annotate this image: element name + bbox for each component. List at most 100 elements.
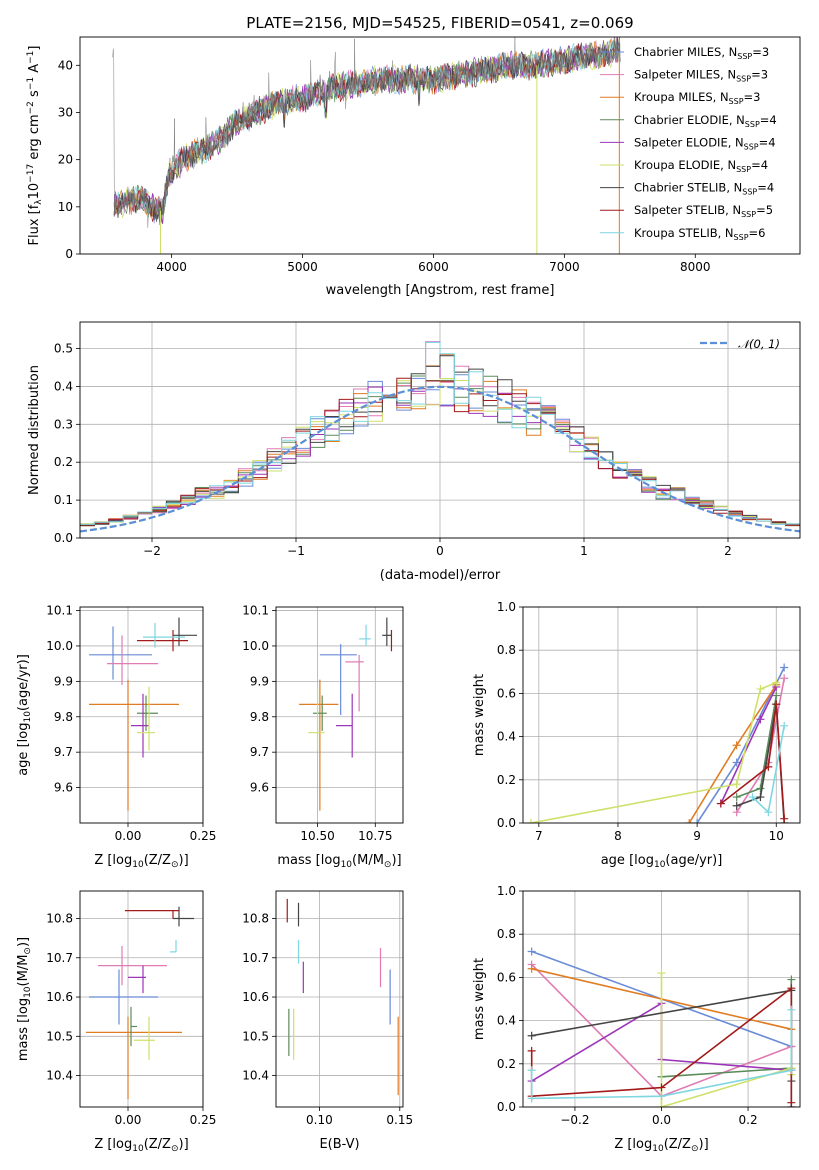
y-tick-label: 0.2 [497,773,516,787]
weight-marker-salpeter-miles [780,674,789,683]
legend-name: Salpeter MILES, N [634,68,736,82]
weight-marker-salpeter-stelib [780,814,789,823]
weight-marker-chabrier-elodie [756,784,765,793]
axes-frame [522,606,801,824]
legend-nssp: =3 [751,68,768,82]
legend-label-chabrier-miles: Chabrier MILES, NSSP=3 [634,45,769,61]
y-axis-label-part: age [log [16,723,31,776]
y-axis-label-part: −1 [26,77,36,90]
errorbar-salpeter-miles [107,635,158,685]
weight-marker-kroupa-stelib [657,1092,666,1101]
legend-nssp: =4 [757,181,774,195]
x-axis-label: Z [log10(Z/Z⊙)] [614,1137,708,1154]
errorbar-kroupa-elodie [134,1016,155,1060]
errorbar-chabrier-elodie [130,1006,137,1047]
legend-name: Kroupa ELODIE, N [634,158,736,172]
axes-frame [79,890,204,1108]
axes-frame [79,36,801,255]
y-axis-label-part: λ [34,199,44,205]
errorbar-salpeter-miles [345,654,364,712]
x-axis-label-part: )] [179,1137,189,1152]
errorbar-kroupa-miles [86,1016,182,1100]
y-tick-label: 10.5 [242,1029,269,1043]
y-axis-label: Normed distribution [27,365,42,495]
y-tick-label: 20 [58,153,73,167]
y-tick-label: 9.8 [54,710,73,724]
errorbar-salpeter-elodie [336,693,353,758]
weight-marker-salpeter-elodie [756,715,765,724]
y-tick-label: 1.0 [497,884,516,898]
errorbars [89,617,197,811]
axes-frame [79,321,801,539]
normal-curve [79,385,801,533]
legend-nssp: =4 [759,135,776,149]
weight-marker-chabrier-elodie [732,793,741,802]
errorbar-kroupa-miles [299,679,339,811]
errorbar-kroupa-elodie [308,686,325,751]
y-axis-label-part: 10 [23,711,33,723]
x-axis-label-part: 10 [654,860,666,870]
y-tick-label: 0.0 [54,531,73,545]
panel-residuals: −2 −1 0 1 2 0.0 0.1 0.2 0.3 0.4 0.5 𝒩(0, 1) (data-mo… [27,321,801,583]
y-tick-label: 0.6 [497,686,516,700]
x-axis-label: Z [log10(Z/Z⊙)] [94,1137,188,1154]
x-tick-label: 7000 [549,260,580,274]
legend-sub: SSP [734,233,749,242]
errorbar-chabrier-stelib [173,617,197,646]
legend-name: Kroupa MILES, N [634,90,729,104]
weight-marker-kroupa-elodie [772,678,781,687]
y-tick-label: 0.5 [54,342,73,356]
legend-nssp: =4 [751,158,768,172]
y-axis-label-part: erg cm [27,114,42,163]
legend-nssp: =3 [752,45,769,59]
weight-marker-chabrier-miles [693,819,702,823]
weight-marker-kroupa-elodie [732,780,741,789]
legend-label-kroupa-elodie: Kroupa ELODIE, NSSP=4 [634,158,768,174]
x-axis-label-part: (M/M [352,853,384,868]
x-tick-label: 4000 [156,260,187,274]
x-tick-label: −0.2 [560,1113,589,1127]
y-tick-label: 9.8 [250,710,269,724]
y-axis-label-part: 10 [23,986,33,998]
y-axis-label-part: Flux [f [27,204,42,245]
legend-label-normal: 𝒩(0, 1) [738,337,780,351]
panel-spectrum: 4000 5000 6000 7000 8000 0 10 20 30 40 wavelength … [26,36,801,298]
x-tick-label: 0.25 [190,1113,217,1127]
panel-Z-age: 0.00 0.259.69.79.89.910.010.1Z [log10(Z/Z… [16,604,216,870]
figure-title: PLATE=2156, MJD=54525, FIBERID=0541, z=0… [246,14,633,32]
legend-sub: SSP [736,75,751,84]
x-tick-label: −1 [287,544,305,558]
x-tick-label: 0.00 [115,829,142,843]
legend-name: Chabrier MILES, N [634,45,737,59]
y-tick-label: 10.7 [242,951,269,965]
panel-Z-weight: −0.2 0.0 0.2 0.0 0.2 0.4 0.6 0.8 1.0 Z [log10(Z/Z… [472,884,801,1154]
errorbars [286,898,399,1096]
y-tick-label: 0.1 [54,493,73,507]
x-tick-label: 8 [614,829,622,843]
y-tick-label: 0.8 [497,927,516,941]
axes-frame [275,890,404,1108]
x-axis-label-part: ⊙ [691,1144,699,1154]
legend-label-kroupa-miles: Kroupa MILES, NSSP=3 [634,90,760,106]
legend-name: Salpeter STELIB, N [634,203,741,217]
histogram-kroupa-stelib [80,342,800,528]
x-axis-label: age [log10(age/yr)] [601,853,723,870]
errorbar-chabrier-stelib [173,906,194,927]
y-axis-label-part: (age/yr)] [16,654,31,711]
legend-sub: SSP [737,52,752,61]
weight-marker-chabrier-stelib [756,793,765,802]
panel-mass-age: 10.50 10.75 9.6 9.7 9.8 9.9 10.0 10.1 mass [log1… [242,604,404,870]
y-tick-label: 10.5 [46,1029,73,1043]
x-tick-label: 0.10 [306,1113,333,1127]
x-axis-label: E(B-V) [319,1137,359,1152]
errorbar-salpeter-stelib [137,630,188,652]
weight-marker-kroupa-stelib [527,1094,536,1103]
spectrum-data-line [112,37,621,228]
y-tick-label: 10.1 [46,604,73,618]
x-axis-label-part: age [log [601,853,654,868]
x-tick-label: 10 [769,829,784,843]
weight-marker-kroupa-stelib [780,721,789,730]
errorbar-chabrier-elodie [312,695,327,731]
errorbar-kroupa-miles [89,679,179,811]
legend-label-chabrier-elodie: Chabrier ELODIE, NSSP=4 [634,113,777,129]
